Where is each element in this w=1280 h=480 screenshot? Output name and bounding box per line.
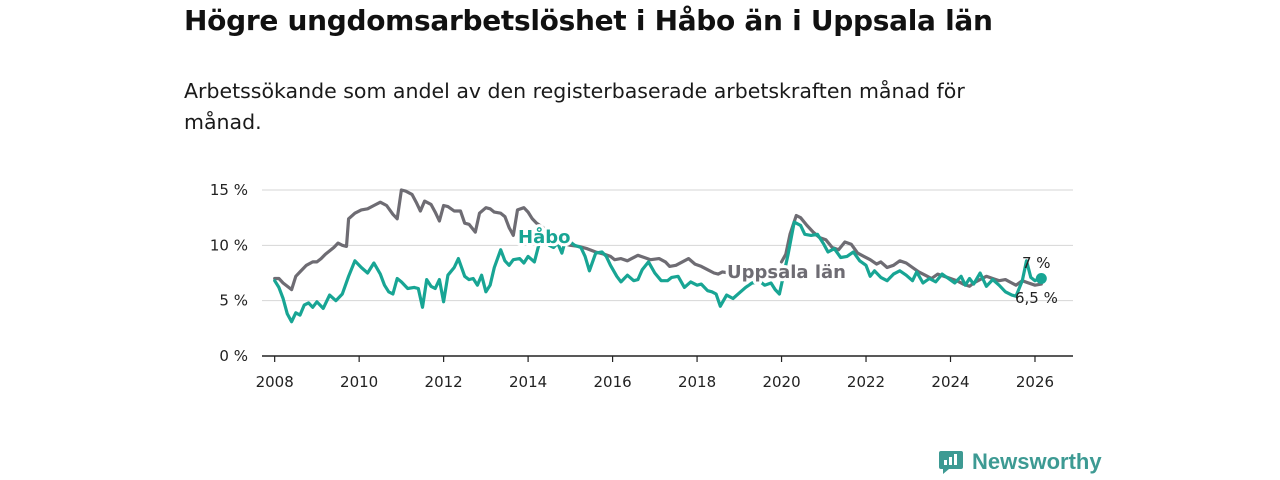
end-value-uppsala: 6,5 % bbox=[1015, 289, 1058, 307]
brand-name: Newsworthy bbox=[972, 449, 1102, 474]
y-tick-label: 10 % bbox=[210, 236, 248, 254]
x-tick-label: 2014 bbox=[509, 373, 547, 391]
y-tick-label: 15 % bbox=[210, 181, 248, 199]
x-tick-label: 2022 bbox=[847, 373, 885, 391]
series-line-h-bo bbox=[273, 220, 1043, 324]
brand-logo[interactable]: Newsworthy bbox=[938, 449, 1102, 475]
series-label-uppsala: Uppsala län bbox=[727, 262, 846, 283]
series-label-habo-halo: Håbo bbox=[518, 226, 570, 248]
x-tick-label: 2012 bbox=[425, 373, 463, 391]
y-tick-label: 0 % bbox=[219, 347, 248, 365]
end-value-habo: 7 % bbox=[1022, 254, 1051, 272]
series-end-marker-habo bbox=[1035, 273, 1047, 285]
x-tick-label: 2008 bbox=[256, 373, 294, 391]
x-tick-label: 2018 bbox=[678, 373, 716, 391]
x-tick-label: 2024 bbox=[931, 373, 969, 391]
newsworthy-logo-icon bbox=[939, 451, 963, 474]
chart-subtitle: Arbetssökande som andel av den registerb… bbox=[184, 79, 965, 134]
chart-title: Högre ungdomsarbetslöshet i Håbo än i Up… bbox=[184, 4, 993, 37]
x-tick-label: 2010 bbox=[340, 373, 378, 391]
series-label-uppsala-halo: Uppsala län bbox=[727, 262, 846, 283]
series-label-habo: Håbo bbox=[518, 226, 570, 248]
x-tick-label: 2026 bbox=[1016, 373, 1054, 391]
x-tick-label: 2020 bbox=[762, 373, 800, 391]
y-tick-label: 5 % bbox=[219, 292, 248, 310]
x-tick-label: 2016 bbox=[593, 373, 631, 391]
